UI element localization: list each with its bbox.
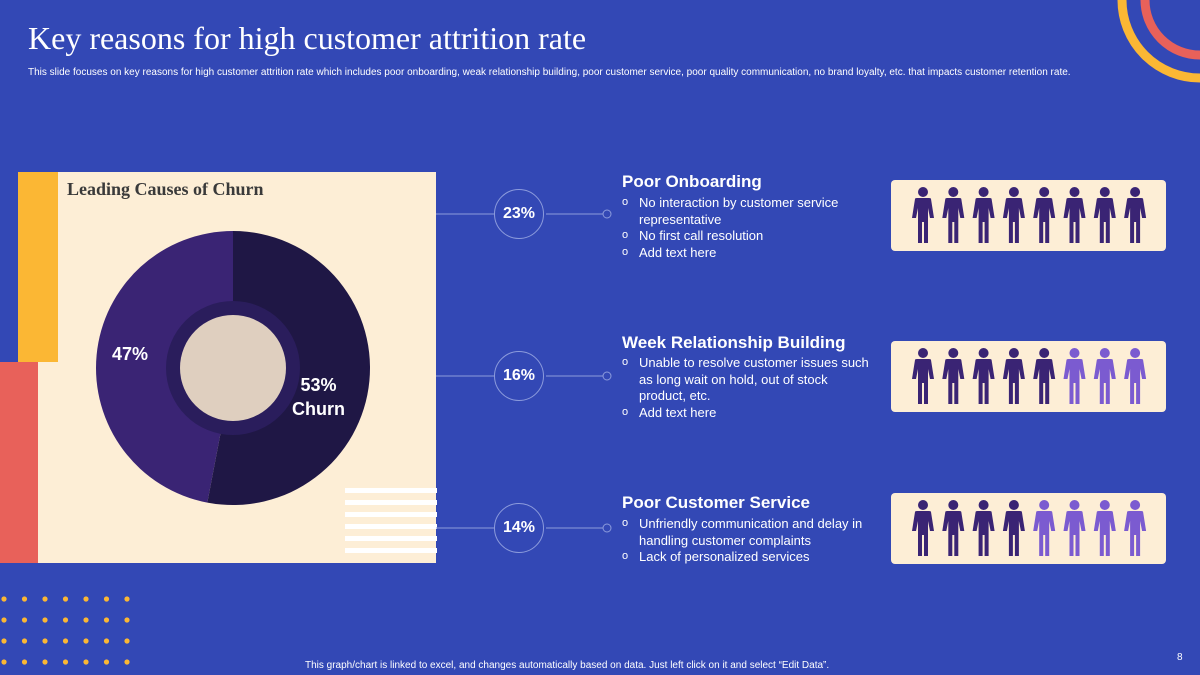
decorative-dot bbox=[124, 659, 130, 665]
person-icon bbox=[912, 500, 934, 556]
person-icon bbox=[1063, 348, 1086, 404]
decorative-dot bbox=[124, 617, 130, 623]
decorative-dot bbox=[21, 659, 28, 665]
decorative-dot bbox=[42, 638, 48, 644]
reason-title-relationship: Week Relationship Building bbox=[622, 333, 846, 352]
decorative-dot bbox=[42, 659, 48, 665]
person-icon bbox=[972, 187, 995, 243]
reason-title-service: Poor Customer Service bbox=[622, 493, 811, 512]
reason-bullets-onboarding: No interaction by customer service repre… bbox=[622, 194, 872, 262]
bullet-item: Lack of personalized services bbox=[622, 548, 872, 566]
decorative-dot bbox=[62, 638, 69, 644]
person-icon bbox=[972, 500, 995, 556]
decorative-dot bbox=[83, 596, 89, 602]
decorative-dot bbox=[103, 596, 110, 602]
decorative-stripes bbox=[345, 488, 437, 553]
decorative-dot bbox=[21, 596, 28, 602]
bullet-item: Unable to resolve customer issues such a… bbox=[622, 354, 872, 405]
decorative-dot bbox=[83, 659, 89, 665]
decorative-dot bbox=[1, 596, 7, 602]
person-icon bbox=[1002, 500, 1025, 556]
bullet-item: No interaction by customer service repre… bbox=[622, 194, 872, 228]
person-icon bbox=[942, 500, 965, 556]
decorative-dot bbox=[103, 617, 110, 623]
decorative-dot bbox=[62, 596, 69, 602]
bullet-item: Add text here bbox=[622, 244, 872, 262]
person-icon bbox=[942, 348, 965, 404]
reason-bullets-service: Unfriendly communication and delay in ha… bbox=[622, 515, 872, 566]
donut-label-churn-name: Churn bbox=[292, 399, 345, 419]
donut-chart[interactable] bbox=[38, 172, 436, 563]
percent-circle-relationship: 16% bbox=[494, 351, 544, 401]
person-icon bbox=[1093, 187, 1116, 243]
donut-label-churn-value: 53% bbox=[300, 375, 337, 395]
people-panel-relationship bbox=[891, 341, 1166, 412]
accent-bar-red bbox=[0, 362, 38, 563]
people-panel-service bbox=[891, 493, 1166, 564]
decorative-dot bbox=[42, 596, 48, 602]
accent-bar-yellow bbox=[18, 172, 58, 362]
people-icons bbox=[912, 187, 1147, 243]
donut-center bbox=[180, 315, 286, 421]
page-number: 8 bbox=[1177, 652, 1183, 663]
person-icon bbox=[972, 348, 995, 404]
decorative-dot bbox=[42, 617, 48, 623]
person-icon bbox=[1093, 500, 1116, 556]
people-icons bbox=[912, 500, 1147, 556]
reason-title-onboarding: Poor Onboarding bbox=[622, 172, 762, 191]
donut-slice-1[interactable] bbox=[95, 231, 233, 503]
slide-title: Key reasons for high customer attrition … bbox=[28, 20, 587, 56]
percent-circle-onboarding: 23% bbox=[494, 189, 544, 239]
decorative-dot bbox=[124, 638, 130, 644]
bullet-item: Add text here bbox=[622, 404, 872, 422]
decorative-dot bbox=[103, 638, 110, 644]
slide-subtitle: This slide focuses on key reasons for hi… bbox=[28, 67, 1071, 78]
people-panel-onboarding bbox=[891, 180, 1166, 251]
person-icon bbox=[942, 187, 965, 243]
decorative-dot bbox=[1, 617, 7, 623]
decorative-dot bbox=[62, 617, 69, 623]
person-icon bbox=[1033, 187, 1056, 243]
person-icon bbox=[912, 187, 934, 243]
person-icon bbox=[912, 348, 934, 404]
footer-note: This graph/chart is linked to excel, and… bbox=[305, 660, 830, 671]
percent-circle-service: 14% bbox=[494, 503, 544, 553]
people-icons bbox=[912, 348, 1147, 404]
decorative-dot bbox=[103, 659, 110, 665]
person-icon bbox=[1063, 187, 1086, 243]
person-icon bbox=[1063, 500, 1086, 556]
donut-label-47: 47% bbox=[112, 344, 149, 364]
person-icon bbox=[1033, 348, 1056, 404]
decorative-dot bbox=[83, 638, 89, 644]
person-icon bbox=[1124, 500, 1147, 556]
person-icon bbox=[1124, 348, 1147, 404]
decorative-dot bbox=[21, 638, 28, 644]
decorative-dot bbox=[83, 617, 89, 623]
decorative-dot bbox=[124, 596, 130, 602]
decorative-dot bbox=[1, 659, 7, 665]
bullet-item: No first call resolution bbox=[622, 227, 872, 245]
decorative-dot bbox=[21, 617, 28, 623]
person-icon bbox=[1002, 348, 1025, 404]
person-icon bbox=[1124, 187, 1147, 243]
decorative-dot bbox=[1, 638, 7, 644]
donut-label-churn: 53% Churn bbox=[292, 373, 345, 421]
decorative-dot bbox=[62, 659, 69, 665]
bullet-item: Unfriendly communication and delay in ha… bbox=[622, 515, 872, 549]
person-icon bbox=[1093, 348, 1116, 404]
reason-bullets-relationship: Unable to resolve customer issues such a… bbox=[622, 354, 872, 422]
chart-title[interactable]: Leading Causes of Churn bbox=[67, 179, 264, 199]
person-icon bbox=[1002, 187, 1025, 243]
person-icon bbox=[1033, 500, 1056, 556]
decorative-dots bbox=[1, 596, 130, 665]
